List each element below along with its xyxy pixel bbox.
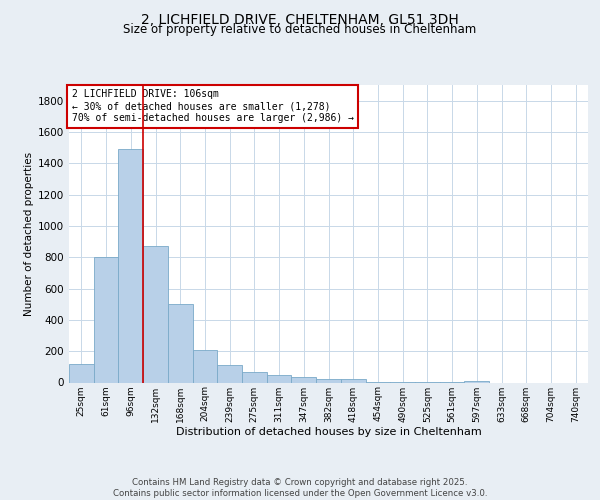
Bar	[292, 378, 316, 382]
Bar	[168, 304, 193, 382]
Text: Size of property relative to detached houses in Cheltenham: Size of property relative to detached ho…	[124, 22, 476, 36]
Y-axis label: Number of detached properties: Number of detached properties	[24, 152, 34, 316]
Text: 2, LICHFIELD DRIVE, CHELTENHAM, GL51 3DH: 2, LICHFIELD DRIVE, CHELTENHAM, GL51 3DH	[141, 12, 459, 26]
Bar	[316, 378, 341, 382]
Bar	[143, 246, 168, 382]
Text: 2 LICHFIELD DRIVE: 106sqm
← 30% of detached houses are smaller (1,278)
70% of se: 2 LICHFIELD DRIVE: 106sqm ← 30% of detac…	[71, 90, 353, 122]
Bar	[193, 350, 217, 382]
Bar	[267, 374, 292, 382]
Bar	[69, 364, 94, 382]
X-axis label: Distribution of detached houses by size in Cheltenham: Distribution of detached houses by size …	[176, 427, 481, 437]
Bar	[118, 149, 143, 382]
Bar	[94, 257, 118, 382]
Bar	[217, 366, 242, 382]
Bar	[242, 372, 267, 382]
Bar	[341, 380, 365, 382]
Bar	[464, 381, 489, 382]
Text: Contains HM Land Registry data © Crown copyright and database right 2025.
Contai: Contains HM Land Registry data © Crown c…	[113, 478, 487, 498]
